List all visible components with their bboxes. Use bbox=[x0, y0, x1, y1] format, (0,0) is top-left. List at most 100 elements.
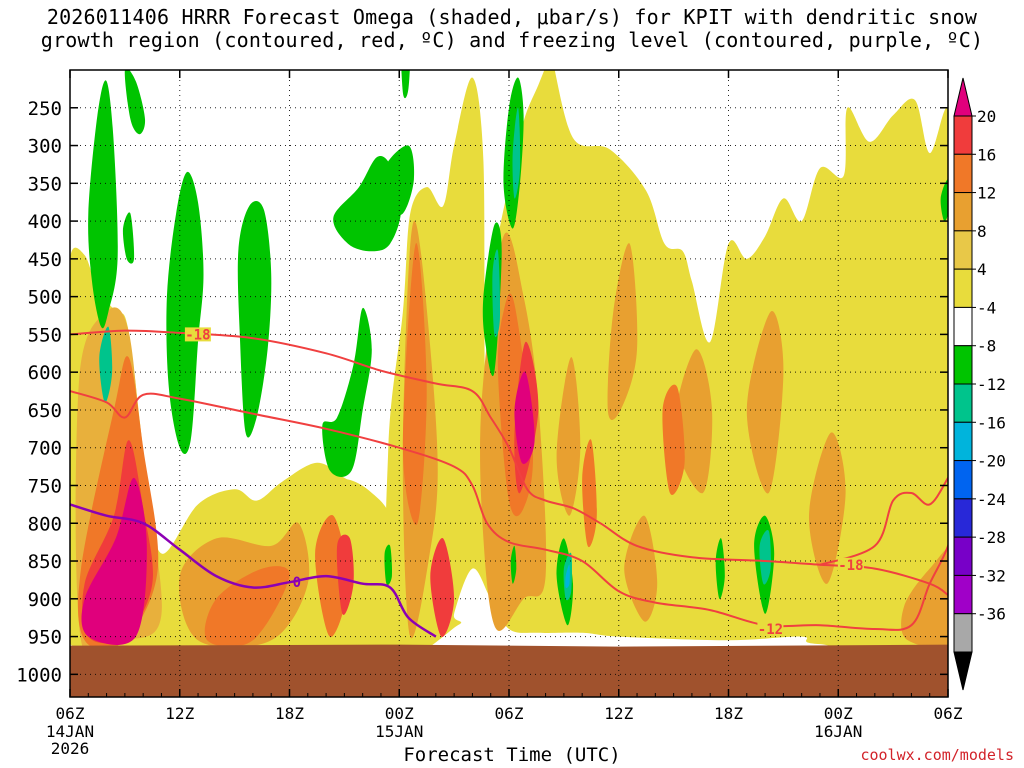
dgz-label-bg-1 bbox=[757, 622, 784, 637]
omega-region-24 bbox=[336, 534, 354, 615]
y-tick-label-450: 450 bbox=[28, 249, 62, 271]
x-tick-label-48: 06Z bbox=[934, 704, 963, 723]
omega-region-33 bbox=[322, 307, 372, 477]
colorbar-label-0: 20 bbox=[977, 107, 996, 126]
omega-region-12 bbox=[808, 432, 846, 584]
y-tick-label-300: 300 bbox=[28, 136, 62, 158]
omega-region-41 bbox=[715, 538, 725, 600]
colorbar-box-3 bbox=[953, 192, 973, 232]
x-tick-label-12: 18Z bbox=[275, 704, 304, 723]
freezing-label-0: 0 bbox=[293, 575, 301, 591]
omega-region-20 bbox=[662, 384, 685, 496]
dgz-contour-0 bbox=[70, 329, 948, 596]
x-tick-label-18: 00Z bbox=[385, 704, 414, 723]
omega-region-34 bbox=[383, 145, 415, 216]
colorbar-label-3: 8 bbox=[977, 222, 987, 241]
colorbar: 20 16 12 8 4 -4 -8 -12 -16 -20 -24 -28 -32 -36 bbox=[953, 77, 1006, 691]
omega-region-26 bbox=[514, 371, 535, 464]
omega-region-9 bbox=[624, 515, 658, 622]
omega-region-39 bbox=[510, 545, 517, 584]
colorbar-label-10: -24 bbox=[977, 490, 1006, 509]
colorbar-bottom-triangle bbox=[953, 651, 973, 691]
y-tick-label-650: 650 bbox=[28, 400, 62, 422]
x-tick-sublabel-42-0: 16JAN bbox=[814, 722, 862, 741]
y-tick-label-850: 850 bbox=[28, 551, 62, 573]
colorbar-label-8: -16 bbox=[977, 413, 1006, 432]
colorbar-label-11: -28 bbox=[977, 528, 1006, 547]
omega-region-27 bbox=[88, 80, 118, 329]
y-tick-label-1000: 1000 bbox=[16, 664, 62, 686]
colorbar-box-13 bbox=[953, 574, 973, 615]
colorbar-box-8 bbox=[953, 383, 973, 423]
x-tick-label-36: 18Z bbox=[714, 704, 743, 723]
colorbar-label-6: -8 bbox=[977, 337, 996, 356]
x-tick-sublabel-0-0: 14JAN bbox=[46, 722, 94, 741]
omega-region-30 bbox=[166, 171, 204, 454]
x-tick-label-0: 06Z bbox=[56, 704, 85, 723]
omega-region-40 bbox=[384, 544, 393, 586]
x-axis-label: Forecast Time (UTC) bbox=[403, 744, 621, 766]
colorbar-top-triangle bbox=[953, 77, 973, 117]
colorbar-box-10 bbox=[953, 460, 973, 500]
omega-region-31 bbox=[237, 200, 272, 438]
dgz-label-bg-0 bbox=[184, 327, 211, 342]
dgz-label-0: -18 bbox=[185, 327, 210, 343]
omega-region-22 bbox=[430, 538, 455, 637]
omega-region-48 bbox=[759, 529, 771, 585]
omega-region-7 bbox=[607, 243, 638, 420]
colorbar-box-9 bbox=[953, 421, 973, 462]
chart-title: 2026011406 HRRR Forecast Omega (shaded, … bbox=[0, 6, 1024, 52]
colorbar-box-2 bbox=[953, 153, 973, 194]
colorbar-box-11 bbox=[953, 498, 973, 538]
dgz-label-bg-2 bbox=[837, 557, 864, 572]
x-tick-sublabel-18-0: 15JAN bbox=[375, 722, 423, 741]
y-tick-label-500: 500 bbox=[28, 287, 62, 309]
colorbar-label-7: -12 bbox=[977, 375, 1006, 394]
colorbar-box-14 bbox=[953, 613, 973, 653]
dgz-label-2: -18 bbox=[838, 558, 863, 574]
title-line-2: growth region (contoured, red, ºC) and f… bbox=[40, 28, 984, 52]
omega-region-19 bbox=[582, 439, 597, 548]
freezing-contour-0 bbox=[70, 503, 437, 638]
y-tick-label-800: 800 bbox=[28, 513, 62, 535]
omega-region-43 bbox=[940, 179, 948, 222]
y-tick-label-250: 250 bbox=[28, 98, 62, 120]
y-tick-label-950: 950 bbox=[28, 627, 62, 649]
colorbar-box-6 bbox=[953, 306, 973, 347]
dgz-contour-1 bbox=[70, 390, 948, 631]
colorbar-box-12 bbox=[953, 536, 973, 576]
colorbar-label-2: 12 bbox=[977, 184, 996, 203]
y-tick-label-550: 550 bbox=[28, 324, 62, 346]
y-tick-label-750: 750 bbox=[28, 475, 62, 497]
x-tick-label-30: 12Z bbox=[604, 704, 633, 723]
colorbar-box-4 bbox=[953, 230, 973, 270]
colorbar-label-13: -36 bbox=[977, 605, 1006, 624]
colorbar-box-1 bbox=[953, 115, 973, 155]
y-tick-label-700: 700 bbox=[28, 438, 62, 460]
x-tick-label-42: 00Z bbox=[824, 704, 853, 723]
x-tick-label-24: 06Z bbox=[495, 704, 524, 723]
omega-region-28 bbox=[124, 70, 146, 135]
y-tick-label-350: 350 bbox=[28, 173, 62, 195]
omega-region-45 bbox=[492, 249, 501, 338]
colorbar-label-1: 16 bbox=[977, 145, 996, 164]
credit-link[interactable]: coolwx.com/models bbox=[860, 746, 1014, 764]
omega-region-29 bbox=[122, 212, 135, 264]
title-line-1: 2026011406 HRRR Forecast Omega (shaded, … bbox=[46, 5, 978, 29]
x-tick-label-6: 12Z bbox=[165, 704, 194, 723]
omega-region-8 bbox=[556, 357, 581, 516]
y-tick-label-600: 600 bbox=[28, 362, 62, 384]
x-tick-sublabel-0-1: 2026 bbox=[51, 739, 90, 758]
colorbar-label-12: -32 bbox=[977, 566, 1006, 585]
plot-area: -18 -12 -18 0 bbox=[70, 70, 948, 697]
colorbar-label-5: -4 bbox=[977, 298, 996, 317]
omega-region-35 bbox=[401, 70, 410, 99]
omega-region-44 bbox=[99, 326, 113, 403]
omega-region-46 bbox=[512, 107, 521, 199]
dgz-label-1: -12 bbox=[758, 622, 783, 638]
colorbar-label-9: -20 bbox=[977, 452, 1006, 471]
colorbar-box-5 bbox=[953, 268, 973, 308]
colorbar-box-7 bbox=[953, 345, 973, 385]
omega-region-49 bbox=[565, 564, 570, 588]
